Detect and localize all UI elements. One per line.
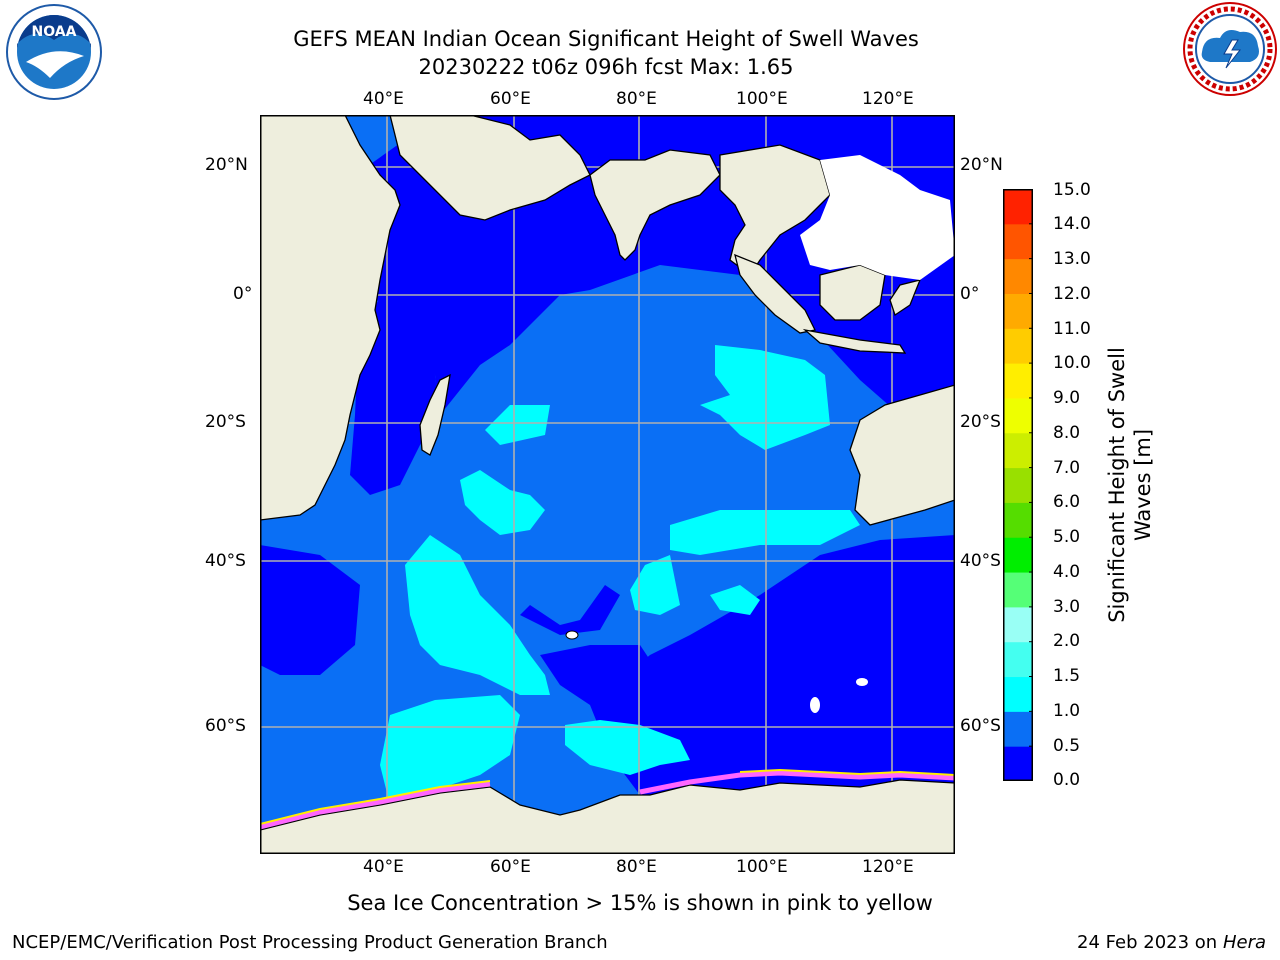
colorbar-segment	[1003, 363, 1033, 399]
colorbar-segment	[1003, 711, 1033, 747]
colorbar-tick-label: 4.0	[1053, 562, 1081, 582]
cyan-swell-southwest	[380, 695, 520, 805]
lon-label-bottom: 100°E	[736, 857, 788, 877]
colorbar-tick-label: 5.0	[1053, 527, 1081, 547]
map-title: GEFS MEAN Indian Ocean Significant Heigh…	[293, 27, 919, 51]
lon-label-bottom: 120°E	[862, 857, 914, 877]
colorbar	[1003, 189, 1033, 781]
colorbar-tick-label: 12.0	[1053, 284, 1091, 304]
cyan-swell-south-east	[565, 720, 690, 775]
noaa-logo: NOAA	[6, 4, 102, 100]
lat-label-right: 60°S	[960, 716, 1001, 736]
lat-label-left: 20°S	[205, 412, 246, 432]
colorbar-segment	[1003, 432, 1033, 469]
colorbar-segment	[1003, 746, 1033, 781]
colorbar-tick-label: 9.0	[1053, 388, 1081, 408]
island	[810, 697, 820, 713]
colorbar-segment	[1003, 467, 1033, 503]
colorbar-segment	[1003, 223, 1033, 260]
colorbar-segment	[1003, 537, 1033, 573]
cyan-swell-tiny	[710, 585, 760, 615]
lat-label-right: 20°N	[960, 155, 1003, 175]
masked-shelf	[800, 155, 955, 280]
lat-label-left: 20°N	[205, 155, 248, 175]
land-antarctica	[260, 779, 955, 854]
colorbar-segment	[1003, 328, 1033, 364]
island	[856, 678, 868, 686]
deep-swell-southwest	[260, 545, 360, 675]
footer-date: 24 Feb 2023 on Hera	[1077, 932, 1266, 953]
cyan-swell-east-band	[670, 510, 860, 555]
colorbar-tick-label: 13.0	[1053, 249, 1091, 269]
lon-label-top: 120°E	[862, 89, 914, 109]
colorbar-segment	[1003, 258, 1033, 294]
land-australia	[849, 384, 955, 526]
lon-label-bottom: 60°E	[490, 857, 531, 877]
sea-ice-fringe-east-yellow	[739, 768, 955, 776]
lat-label-left: 0°	[233, 284, 253, 304]
sea-ice-fringe-east	[639, 770, 955, 795]
colorbar-tick-label: 8.0	[1053, 423, 1081, 443]
lat-label-left: 60°S	[205, 716, 246, 736]
cyan-swell-west-central	[485, 405, 550, 445]
colorbar-tick-label: 14.0	[1053, 214, 1091, 234]
lon-label-top: 100°E	[736, 89, 788, 109]
colorbar-tick-label: 1.0	[1053, 701, 1081, 721]
colorbar-segment	[1003, 606, 1033, 643]
lon-label-top: 60°E	[490, 89, 531, 109]
colorbar-title-line2: Waves [m]	[1131, 428, 1155, 542]
svg-text:NOAA: NOAA	[32, 24, 77, 40]
colorbar-segment	[1003, 397, 1033, 434]
colorbar-frame	[1003, 189, 1033, 781]
lat-label-right: 40°S	[960, 551, 1001, 571]
footer-credit: NCEP/EMC/Verification Post Processing Pr…	[12, 932, 608, 953]
colorbar-tick-label: 6.0	[1053, 492, 1081, 512]
footer-date-text: 24 Feb 2023 on	[1077, 932, 1218, 953]
colorbar-segment	[1003, 572, 1033, 608]
colorbar-tick-label: 2.0	[1053, 631, 1081, 651]
colorbar-segment	[1003, 641, 1033, 678]
colorbar-tick-label: 10.0	[1053, 353, 1091, 373]
sea-ice-note: Sea Ice Concentration > 15% is shown in …	[0, 891, 1280, 915]
footer-host: Hera	[1222, 932, 1266, 953]
swell-height-map	[260, 115, 955, 854]
land-arabia	[389, 115, 591, 221]
land-africa	[260, 115, 401, 521]
land-sulawesi	[889, 279, 922, 317]
colorbar-tick-label: 3.0	[1053, 597, 1081, 617]
nws-logo	[1183, 2, 1277, 96]
cyan-swell-mid-island	[630, 555, 680, 615]
lon-label-top: 80°E	[616, 89, 657, 109]
lon-label-bottom: 80°E	[616, 857, 657, 877]
sea-ice-note-text: Sea Ice Concentration > 15% is shown in …	[347, 891, 933, 915]
lat-label-left: 40°S	[205, 551, 246, 571]
lon-label-bottom: 40°E	[363, 857, 404, 877]
colorbar-tick-label: 7.0	[1053, 458, 1081, 478]
island	[565, 630, 579, 640]
sea-ice-fringe	[260, 781, 491, 830]
deep-swell-kerguelen	[540, 645, 660, 715]
colorbar-tick-label: 11.0	[1053, 319, 1091, 339]
land-india	[589, 149, 721, 261]
land	[260, 115, 955, 854]
colorbar-title-line1: Significant Height of Swell	[1105, 347, 1129, 623]
colorbar-segment	[1003, 676, 1033, 712]
lat-label-right: 20°S	[960, 412, 1001, 432]
colorbar-segment	[1003, 293, 1033, 329]
land-madagascar	[419, 373, 451, 456]
cyan-swell-south-central	[460, 470, 545, 535]
colorbar-tick-label: 1.5	[1053, 666, 1081, 686]
deep-swell-south-tongue	[520, 585, 620, 635]
colorbar-segment	[1003, 189, 1033, 225]
land-java	[802, 328, 907, 354]
colorbar-tick-label: 0.0	[1053, 770, 1081, 790]
map-subtitle: 20230222 t06z 096h fcst Max: 1.65	[418, 55, 794, 79]
colorbar-tick-label: 0.5	[1053, 736, 1081, 756]
lon-label-top: 40°E	[363, 89, 404, 109]
colorbar-tick-label: 15.0	[1053, 180, 1091, 200]
colorbar-segment	[1003, 502, 1033, 538]
sea-ice-fringe-yellow	[260, 780, 491, 825]
lat-label-right: 0°	[960, 284, 980, 304]
